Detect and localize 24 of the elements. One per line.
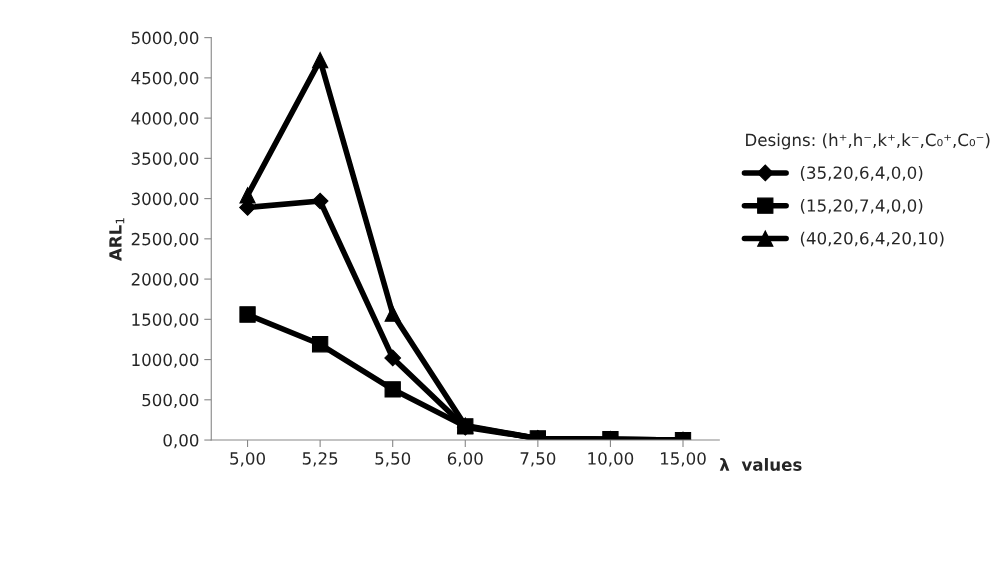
y-tick-label: 500,00 bbox=[142, 393, 199, 409]
y-tick-label: 1500,00 bbox=[132, 313, 199, 328]
x-tick-label: 5,50 bbox=[375, 452, 411, 467]
legend-title: Designs: (h⁺,h⁻,k⁺,k⁻,C₀⁺,C₀⁻) bbox=[746, 133, 990, 150]
x-tick-label: 7,50 bbox=[520, 452, 556, 467]
x-tick-label: 10,00 bbox=[588, 452, 634, 467]
legend-label: (35,20,6,4,0,0) bbox=[800, 166, 923, 181]
y-tick-label: 2500,00 bbox=[131, 232, 199, 248]
y-tick-label: 3000,00 bbox=[131, 192, 199, 207]
x-tick-label: 5,25 bbox=[302, 452, 338, 467]
x-tick-label: 5,00 bbox=[230, 452, 265, 467]
y-tick-label: 5000,00 bbox=[131, 31, 199, 46]
x-tick-label: 15,00 bbox=[660, 452, 706, 467]
y-tick-label: 2000,00 bbox=[131, 273, 199, 288]
y-tick-label: 3500,00 bbox=[131, 152, 199, 167]
y-tick-label: 4500,00 bbox=[131, 71, 199, 87]
y-tick-label: 0,00 bbox=[163, 434, 199, 449]
y-tick-label: 1000,00 bbox=[132, 353, 199, 368]
legend-label: (15,20,7,4,0,0) bbox=[800, 198, 923, 214]
x-axis-title: λ values bbox=[719, 458, 802, 471]
y-tick-label: 4000,00 bbox=[131, 112, 199, 127]
legend-label: (40,20,6,4,20,10) bbox=[800, 231, 944, 247]
x-tick-label: 6,00 bbox=[447, 452, 483, 467]
y-axis-title: ARL$_{1}$ bbox=[109, 218, 125, 262]
